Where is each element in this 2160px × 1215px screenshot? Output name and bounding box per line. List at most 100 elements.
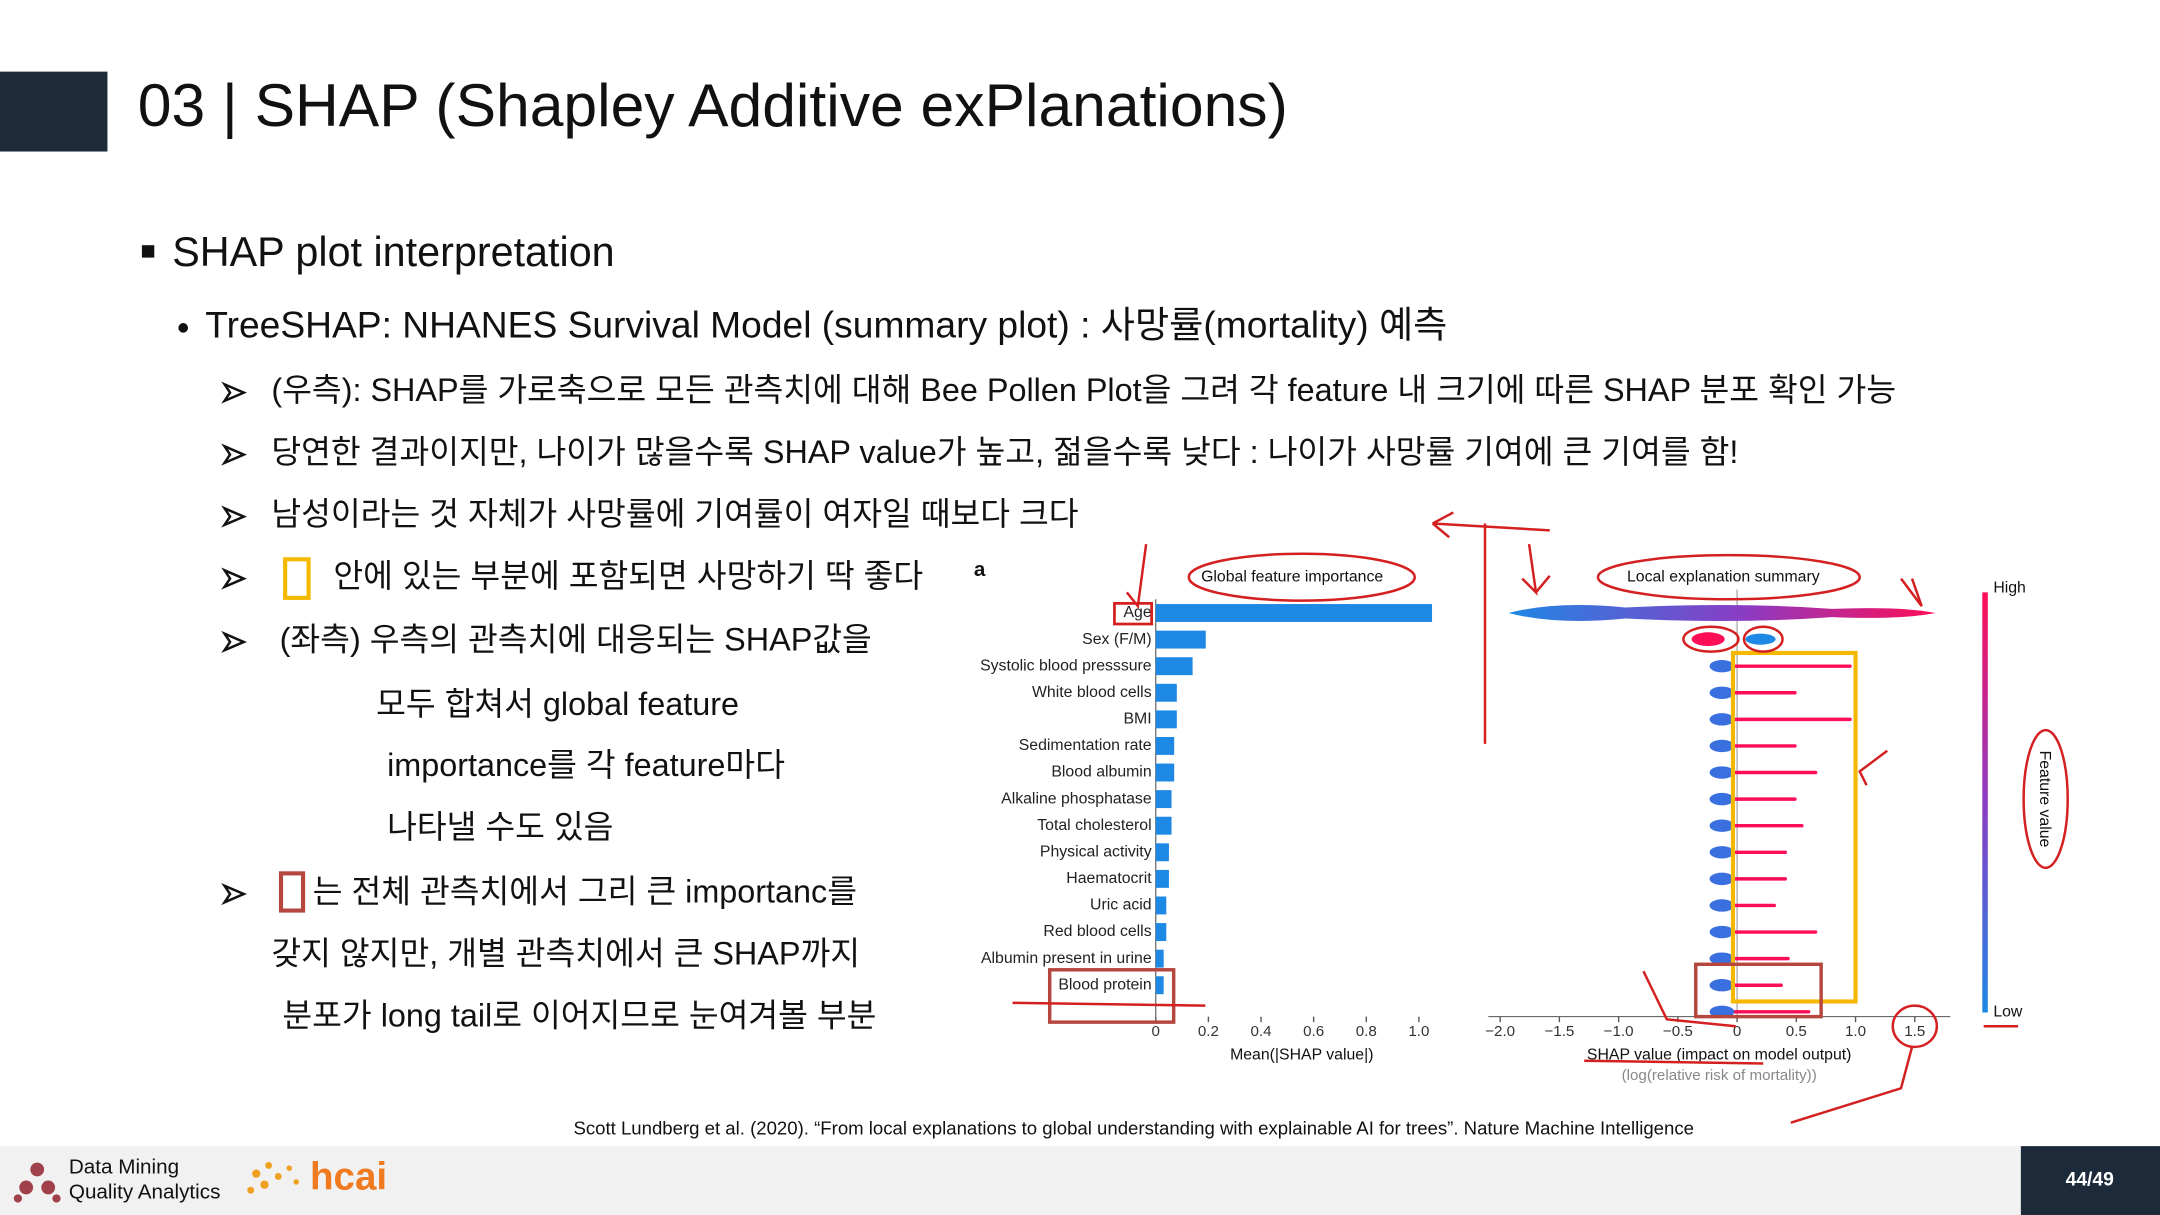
citation: Scott Lundberg et al. (2020). “From loca… — [573, 1117, 1694, 1138]
x-tick-label: 0.5 — [1786, 1023, 1807, 1040]
yellow-box-icon — [283, 557, 311, 600]
bar — [1155, 869, 1169, 888]
x-tick-label: 1.0 — [1408, 1023, 1429, 1040]
chart-title: Local explanation summary — [1627, 568, 1820, 585]
swarm — [1709, 713, 1735, 726]
page-number: 44/49 — [2066, 1170, 2114, 1191]
item: 당연한 결과이지만, 나이가 많을수록 SHAP value가 높고, 젊을수록… — [271, 434, 1738, 470]
swarm — [1709, 872, 1735, 886]
bar — [1155, 630, 1206, 649]
logo-icon — [13, 1162, 61, 1203]
swarm — [1691, 632, 1725, 647]
item: 안에 있는 부분에 포함되면 사망하기 딱 좋다 — [333, 558, 923, 594]
bullet — [178, 323, 189, 333]
y-tick-label: White blood cells — [1032, 684, 1152, 701]
bar — [1155, 843, 1169, 862]
item: (우측): SHAP를 가로축으로 모든 관측치에 대해 Bee Pollen … — [271, 372, 1896, 408]
y-tick-label: Haematocrit — [1066, 870, 1152, 887]
item: 나타낼 수도 있음 — [387, 809, 613, 845]
bullet — [141, 245, 155, 258]
slide-title: 03 | SHAP (Shapley Additive exPlanations… — [138, 71, 1288, 139]
logo2-text: hcai — [310, 1155, 387, 1198]
y-tick-label: Uric acid — [1090, 897, 1152, 914]
bar — [1155, 736, 1175, 755]
highlight-box — [1694, 962, 1823, 1019]
item: 남성이라는 것 자체가 사망률에 기여률이 여자일 때보다 크다 — [271, 496, 1078, 532]
swarm — [1709, 819, 1735, 832]
bar — [1155, 763, 1175, 782]
item: 모두 합쳐서 global feature — [376, 686, 739, 722]
y-tick-label: Blood protein — [1058, 976, 1151, 993]
logo-text: Data Mining — [69, 1156, 179, 1179]
y-tick-label: Systolic blood presssure — [980, 657, 1152, 674]
bar — [1155, 923, 1167, 942]
y-tick-label: Blood albumin — [1051, 764, 1151, 781]
x-tick-label: 0.4 — [1250, 1023, 1271, 1040]
swarm — [1508, 605, 1936, 621]
bar — [1155, 657, 1193, 676]
highlight-box — [1113, 601, 1154, 626]
swarm — [1709, 899, 1735, 912]
x-axis-label: Mean(|SHAP value|) — [1230, 1046, 1373, 1063]
swarm — [1709, 766, 1735, 779]
bar — [1155, 683, 1177, 702]
bar — [1155, 790, 1172, 809]
bar — [1155, 710, 1177, 729]
item: (좌측) 우측의 관측치에 대응되는 SHAP값을 — [280, 621, 872, 657]
swarm — [1709, 686, 1735, 699]
swarm — [1709, 846, 1735, 859]
swarm — [1709, 659, 1735, 673]
logo2-icon — [247, 1161, 299, 1194]
annotations — [1012, 511, 2069, 1124]
x-tick-label: 1.5 — [1904, 1023, 1925, 1040]
swarm — [1709, 979, 1735, 992]
bar — [1155, 896, 1167, 915]
bar — [1155, 816, 1172, 835]
colorbar-low: Low — [1993, 1004, 2023, 1021]
x-tick-label: 1.0 — [1845, 1023, 1866, 1040]
item: 갖지 않지만, 개별 관측치에서 큰 SHAP까지 — [271, 936, 860, 972]
y-tick-label: Alkaline phosphatase — [1001, 790, 1152, 807]
x-tick-label: 0.2 — [1198, 1023, 1219, 1040]
chart-title: Global feature importance — [1201, 568, 1383, 585]
y-tick-label: Physical activity — [1040, 843, 1152, 860]
y-tick-label: Red blood cells — [1043, 923, 1151, 940]
page-block — [2020, 1146, 2160, 1215]
x-tick-label: 0.6 — [1303, 1023, 1324, 1040]
section: SHAP plot interpretation — [172, 229, 614, 275]
swarm — [1709, 739, 1735, 753]
header-block — [0, 71, 108, 152]
x-tick-label: 0.8 — [1356, 1023, 1377, 1040]
bar — [1155, 976, 1164, 995]
arrows — [221, 381, 247, 906]
x-axis-label-2: (log(relative risk of mortality)) — [1622, 1067, 1817, 1084]
subsection: TreeSHAP: NHANES Survival Model (summary… — [205, 304, 1447, 346]
highlight-box — [1047, 968, 1176, 1024]
y-tick-label: Sex (F/M) — [1082, 631, 1151, 648]
item: importance를 각 feature마다 — [387, 747, 785, 783]
logo-text: Quality Analytics — [69, 1180, 221, 1203]
x-tick-label: 0 — [1152, 1023, 1160, 1040]
superscript: a — [974, 558, 986, 581]
y-tick-label: Sedimentation rate — [1019, 737, 1152, 754]
swarm — [1709, 952, 1735, 965]
swarm — [1709, 792, 1735, 806]
y-tick-label: BMI — [1123, 711, 1151, 728]
x-tick-label: −2.0 — [1485, 1023, 1515, 1040]
colorbar-high: High — [1993, 579, 2026, 596]
y-tick-label: Total cholesterol — [1037, 817, 1151, 834]
figure: Global feature importance Age Sex (F/M) Sys… — [980, 568, 1951, 1084]
bar — [1155, 949, 1164, 968]
item: 분포가 long tail로 이어지므로 눈여겨볼 부분 — [282, 998, 876, 1034]
bar — [1155, 604, 1433, 622]
footer — [0, 1146, 2160, 1215]
swarm — [1745, 633, 1776, 645]
red-box-icon — [278, 871, 306, 913]
swarm — [1709, 925, 1735, 939]
colorbar — [1982, 592, 1988, 1013]
y-tick-label: Age — [1123, 604, 1151, 621]
x-axis-label: SHAP value (impact on model output) — [1587, 1046, 1852, 1063]
x-tick-label: 0 — [1733, 1023, 1741, 1040]
x-tick-label: −1.5 — [1544, 1023, 1574, 1040]
